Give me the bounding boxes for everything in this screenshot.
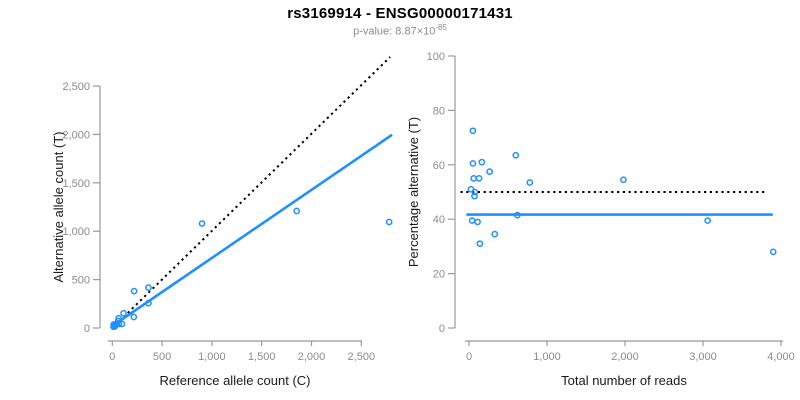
- data-point: [130, 287, 138, 295]
- y-tick-label: 80: [433, 105, 445, 117]
- identity-line: [114, 56, 391, 326]
- data-point: [468, 217, 476, 224]
- pvalue-times-ten: ×10: [416, 25, 436, 38]
- chart-title: rs3169914 - ENSG00000171431: [287, 5, 513, 22]
- data-point: [118, 320, 126, 328]
- x-tick-label: 3,000: [689, 351, 717, 363]
- data-point: [475, 175, 483, 182]
- data-point: [471, 192, 478, 200]
- data-point: [474, 218, 481, 226]
- data-point: [469, 160, 477, 167]
- x-axis: 0 1,000 2,000 3,000 4,000 Total number of rea…: [465, 340, 795, 388]
- y-tick-label: 1,000: [62, 226, 90, 238]
- data-point: [145, 299, 152, 307]
- data-point: [469, 127, 477, 135]
- y-tick-label: 500: [72, 275, 90, 287]
- data-point: [130, 313, 138, 321]
- data-point: [514, 211, 521, 219]
- data-point: [526, 179, 534, 186]
- x-tick-label: 4,000: [767, 351, 795, 363]
- chart-subtitle: p-value: 8.87×10-85: [0, 23, 800, 38]
- x-tick-label: 2,000: [298, 351, 326, 363]
- data-point: [478, 158, 486, 166]
- y-axis-title: Alternative allele count (T): [51, 131, 66, 282]
- y-tick-label: 60: [433, 160, 445, 172]
- data-point: [385, 218, 393, 226]
- data-point: [769, 248, 777, 256]
- data-point: [198, 220, 206, 227]
- y-axis: 0 500 1,000 1,500 2,000 2,500 Alternative alle…: [51, 81, 101, 335]
- y-tick-label: 2,500: [62, 81, 90, 93]
- y-tick-label: 100: [427, 51, 445, 63]
- y-axis-title: Percentage alternative (T): [406, 117, 421, 267]
- x-tick-label: 0: [109, 351, 115, 363]
- x-axis-title: Reference allele count (C): [159, 373, 310, 388]
- data-point: [293, 207, 301, 215]
- y-axis: 0 20 40 60 80 100 Percentage alternative (T): [406, 51, 456, 335]
- data-point: [704, 217, 712, 224]
- data-point: [115, 320, 123, 328]
- y-tick-label: 2,000: [62, 129, 90, 141]
- x-tick-label: 1,500: [248, 351, 276, 363]
- x-tick-label: 1,000: [533, 351, 561, 363]
- x-axis: 0 500 1,000 1,500 2,000 2,500 Reference allele…: [108, 340, 376, 388]
- data-point: [486, 168, 494, 175]
- pvalue-text: p-value: 8.87: [353, 25, 417, 38]
- data-point: [120, 309, 127, 317]
- allele-counts-plot: 0 500 1,000 1,500 2,000 2,500 Alternative alle…: [51, 56, 393, 388]
- pvalue-exponent: -85: [435, 23, 447, 32]
- data-point: [491, 230, 499, 238]
- y-tick-label: 0: [84, 323, 90, 335]
- x-axis-title: Total number of reads: [561, 373, 687, 388]
- y-tick-label: 1,500: [62, 178, 90, 190]
- x-tick-label: 0: [466, 351, 472, 363]
- y-tick-label: 0: [439, 323, 445, 335]
- x-tick-label: 500: [153, 351, 171, 363]
- percentage-vs-reads-plot: 0 20 40 60 80 100 Percentage alternative (T) 0 1…: [406, 51, 795, 388]
- x-tick-label: 1,000: [198, 351, 226, 363]
- data-point: [620, 176, 627, 184]
- data-points: [467, 127, 777, 256]
- data-point: [476, 240, 484, 248]
- data-points: [110, 207, 393, 331]
- y-tick-label: 40: [433, 214, 445, 226]
- x-tick-label: 2,500: [348, 351, 376, 363]
- data-point: [512, 151, 520, 159]
- y-tick-label: 20: [433, 269, 445, 281]
- regression-line: [111, 134, 393, 328]
- data-point: [470, 175, 478, 182]
- x-tick-label: 2,000: [611, 351, 639, 363]
- data-point: [471, 188, 479, 196]
- data-point: [145, 284, 152, 291]
